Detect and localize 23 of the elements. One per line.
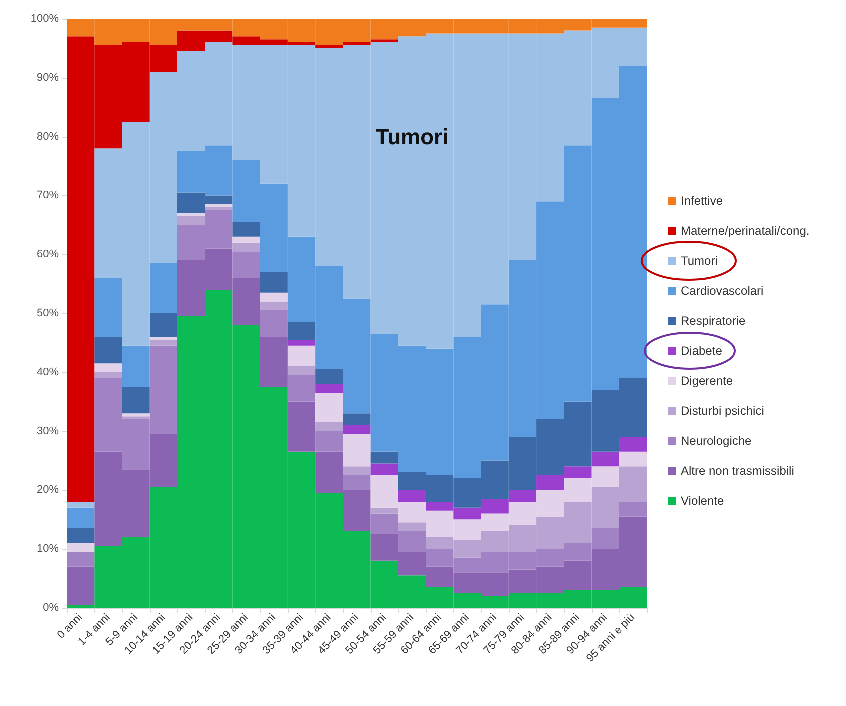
y-tick-label: 90% xyxy=(36,72,60,84)
y-tick-label: 50% xyxy=(36,308,60,320)
legend-label: Violente xyxy=(681,494,724,508)
y-tick-label: 100% xyxy=(30,13,60,25)
y-tick-label: 10% xyxy=(36,543,60,556)
legend-label: Infettive xyxy=(681,194,724,208)
legend-label: Tumori xyxy=(681,254,718,268)
legend-label: Respiratorie xyxy=(681,314,746,328)
y-tick-label: 30% xyxy=(36,425,60,438)
y-tick-label: 0% xyxy=(43,602,60,614)
y-tick-label: 70% xyxy=(36,190,60,202)
legend-label: Diabete xyxy=(681,344,723,358)
legend-label: Digerente xyxy=(681,374,734,388)
legend-label: Neurologiche xyxy=(681,434,752,448)
y-tick-label: 20% xyxy=(36,484,60,496)
y-tick-label: 60% xyxy=(36,248,60,261)
legend-label: Materne/perinatali/cong. xyxy=(681,224,810,238)
legend-label: Cardiovascolari xyxy=(681,284,764,298)
y-tick-label: 40% xyxy=(36,366,60,378)
legend-label: Disturbi psichici xyxy=(681,404,764,418)
legend-label: Altre non trasmissibili xyxy=(681,464,794,478)
y-tick-label: 80% xyxy=(36,130,60,143)
annotation: Tumori xyxy=(376,124,449,150)
